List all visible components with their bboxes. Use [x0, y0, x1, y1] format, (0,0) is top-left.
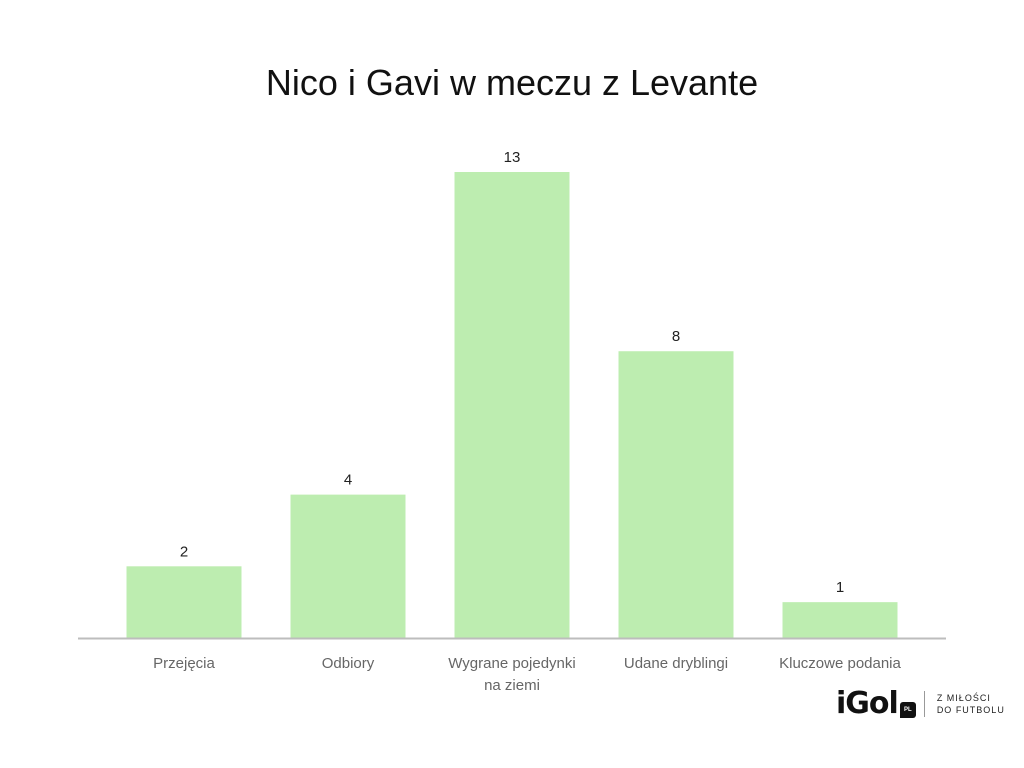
bar	[782, 602, 898, 638]
tagline-line-2: DO FUTBOLU	[936, 704, 1005, 715]
x-tick-label: Wygrane pojedynki	[448, 655, 575, 672]
x-tick-label: Kluczowe podania	[779, 655, 901, 672]
data-label: 4	[344, 472, 352, 489]
bar	[290, 494, 406, 638]
bar	[618, 351, 734, 638]
tagline-line-1: Z MIŁOŚCI	[936, 692, 991, 703]
bar	[126, 566, 242, 638]
logo-badge: PL	[899, 701, 916, 718]
data-label: 13	[504, 149, 521, 166]
x-tick-label: na ziemi	[484, 677, 540, 694]
data-label: 1	[836, 579, 844, 596]
chart-title: Nico i Gavi w meczu z Levante	[265, 62, 759, 103]
logo-tagline: Z MIŁOŚCI DO FUTBOLU	[937, 692, 1005, 716]
bar	[454, 172, 570, 638]
x-tick-label: Przejęcia	[153, 655, 215, 672]
x-tick-label: Udane dryblingi	[624, 655, 728, 672]
data-label: 2	[180, 543, 188, 560]
data-label: 8	[672, 328, 680, 345]
igol-logo: iGol PL Z MIŁOŚCI DO FUTBOLU	[836, 686, 1005, 721]
logo-divider	[923, 690, 925, 717]
x-tick-label: Odbiory	[322, 655, 375, 672]
logo-text: iGol	[836, 686, 899, 721]
